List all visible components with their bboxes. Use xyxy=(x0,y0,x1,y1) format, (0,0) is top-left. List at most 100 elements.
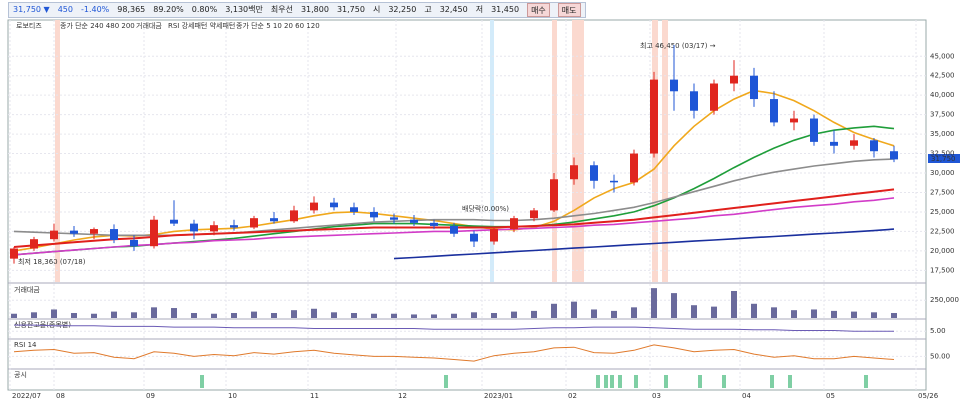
bar xyxy=(191,313,197,318)
legend-entry: 종가 단순 240 480 200 xyxy=(60,21,135,30)
candle-body xyxy=(410,219,418,223)
candle-body xyxy=(630,153,638,183)
panel-title: 신용잔고율(종목별) xyxy=(14,320,71,329)
x-tick-label: 2023/01 xyxy=(484,392,513,400)
candle-body xyxy=(850,140,858,146)
candle-body xyxy=(250,218,258,228)
candle-body xyxy=(450,225,458,234)
toolbar-item: 89.20% xyxy=(153,5,184,14)
candle-body xyxy=(370,211,378,218)
candle-body xyxy=(430,222,438,226)
y-tick-label: 25,000 xyxy=(930,208,955,216)
highlight xyxy=(572,20,584,282)
event-mark xyxy=(596,375,600,388)
bar xyxy=(171,308,177,318)
candle-body xyxy=(270,218,278,222)
line xyxy=(14,324,894,332)
event-mark xyxy=(698,375,702,388)
bar xyxy=(431,314,437,318)
y-tick-label: 20,000 xyxy=(930,247,955,255)
annotation: 최고 46,450 (03/17) → xyxy=(640,41,716,50)
bar xyxy=(291,310,297,318)
event-mark xyxy=(618,375,622,388)
candle-body xyxy=(670,79,678,92)
toolbar-item: 0.80% xyxy=(191,5,218,14)
toolbar-button[interactable]: 매수 xyxy=(527,3,550,17)
bar xyxy=(551,303,557,318)
x-tick-label: 10 xyxy=(228,392,237,400)
candle-body xyxy=(550,179,558,211)
y-tick-label: 40,000 xyxy=(930,91,955,99)
y-tick-label: 250,000 xyxy=(930,296,959,304)
toolbar-item: 저 xyxy=(475,5,484,14)
y-tick-label: 22,500 xyxy=(930,227,955,235)
highlight xyxy=(490,20,494,282)
bar xyxy=(151,307,157,318)
candle-body xyxy=(530,210,538,219)
highlight xyxy=(662,20,668,282)
event-mark xyxy=(444,375,448,388)
bar xyxy=(51,309,57,318)
bar xyxy=(791,310,797,318)
bar xyxy=(891,313,897,318)
toolbar-item: 31,450 xyxy=(491,5,520,14)
candle-body xyxy=(610,180,618,183)
candle-body xyxy=(90,229,98,234)
bar xyxy=(731,290,737,318)
toolbar-button[interactable]: 매도 xyxy=(557,3,581,17)
bar xyxy=(31,312,37,318)
x-tick-label: 11 xyxy=(310,392,319,400)
candle-body xyxy=(50,230,58,240)
bar xyxy=(331,312,337,318)
candle-body xyxy=(770,99,778,123)
bar xyxy=(11,313,17,318)
annotation: 배당락(0.00%) xyxy=(462,204,509,213)
candle-body xyxy=(330,202,338,208)
panel-title: RSI 14 xyxy=(14,341,37,349)
bar xyxy=(751,303,757,318)
toolbar-item: 31,800 xyxy=(300,5,329,14)
y-tick-label: 37,500 xyxy=(930,111,955,119)
bar xyxy=(371,313,377,318)
stock-name: 로보티즈 xyxy=(16,21,42,30)
toolbar-item: 32,450 xyxy=(439,5,468,14)
candle-body xyxy=(210,225,218,232)
toolbar-item: 31,750 ▼ xyxy=(13,5,50,14)
candle-body xyxy=(350,207,358,212)
candle-body xyxy=(290,210,298,222)
x-tick-label: 03 xyxy=(652,392,661,400)
candle-body xyxy=(830,141,838,146)
bar xyxy=(591,309,597,318)
bar xyxy=(851,311,857,318)
bar xyxy=(811,309,817,318)
y-tick-label: 45,000 xyxy=(930,52,955,60)
bar xyxy=(71,313,77,318)
bar xyxy=(131,312,137,318)
bar xyxy=(711,306,717,318)
y-tick-label: 32,500 xyxy=(930,150,955,158)
bar xyxy=(391,313,397,318)
candle-body xyxy=(170,219,178,224)
highlight xyxy=(55,20,60,282)
candle-body xyxy=(510,218,518,230)
line xyxy=(13,158,895,237)
bar xyxy=(651,288,657,318)
bar xyxy=(251,311,257,318)
toolbar-item: 고 xyxy=(424,5,432,14)
bar xyxy=(771,307,777,318)
candle-body xyxy=(810,118,818,142)
event-mark xyxy=(788,375,792,388)
candle-body xyxy=(230,225,238,228)
candle-body xyxy=(190,223,198,232)
toolbar-item: 450 xyxy=(57,5,73,14)
highlight xyxy=(552,20,557,282)
event-mark xyxy=(200,375,204,388)
event-mark xyxy=(610,375,614,388)
legend-entry: 종가 단순 5 10 20 60 120 xyxy=(236,21,320,30)
x-tick-label: 09 xyxy=(146,392,155,400)
annotation: 최저 18,360 (07/18) xyxy=(18,257,86,266)
candle-body xyxy=(310,202,318,211)
event-mark xyxy=(604,375,608,388)
bar xyxy=(671,293,677,318)
